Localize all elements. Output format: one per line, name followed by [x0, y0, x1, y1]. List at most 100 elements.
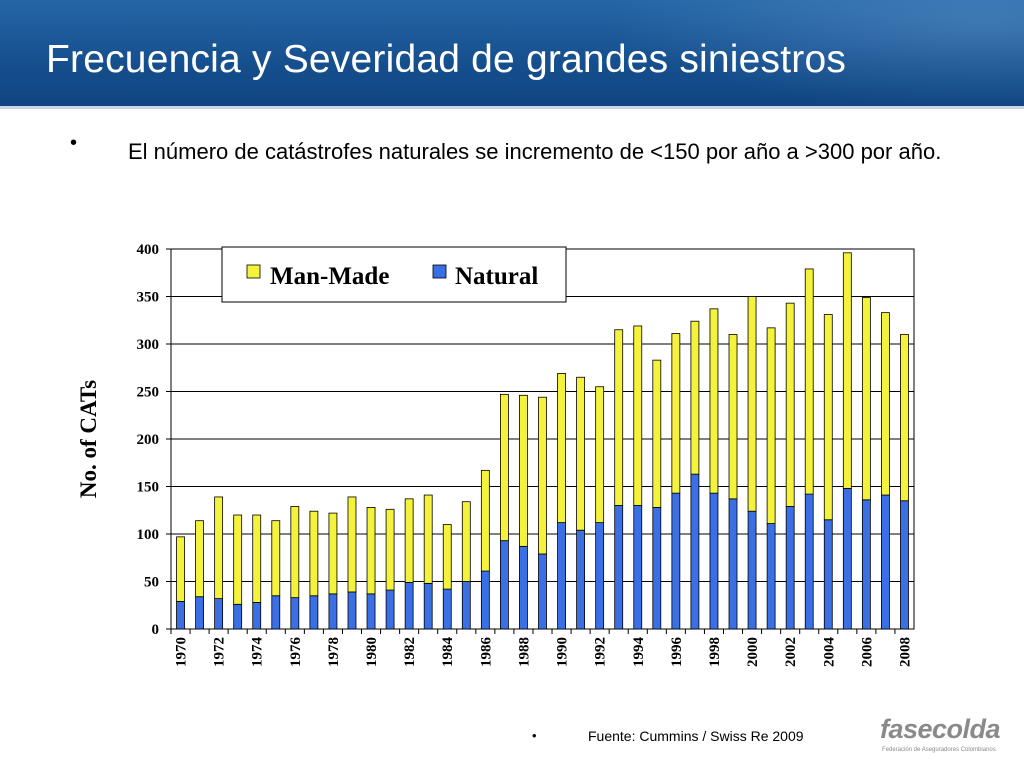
bar-man-made-1996 [671, 333, 681, 494]
bar-man-made-2007 [881, 312, 890, 496]
stacked-bar-chart: 0 50 100 150 200 250 300 350 400 No. of CATs 1970 1… [76, 242, 915, 668]
x-tick-label: 1992 [593, 637, 609, 667]
slide-title: Frecuencia y Severidad de grandes sinies… [46, 38, 847, 81]
bar-man-made-1981 [385, 508, 395, 591]
bar-man-made-1980 [366, 506, 376, 595]
y-tick-label: 0 [152, 622, 160, 638]
logo-subtext: Federación de Aseguradores Colombianos [882, 747, 996, 753]
bar-man-made-2008 [900, 334, 909, 502]
bar-man-made-1975 [271, 520, 281, 597]
bar-man-made-1978 [328, 512, 338, 595]
bar-man-made-2004 [823, 314, 833, 521]
bar-natural-1981 [385, 589, 395, 630]
bar-natural-1984 [442, 588, 452, 630]
bar-man-made-1992 [595, 386, 605, 524]
bar-man-made-1973 [233, 514, 243, 605]
bar-man-made-1988 [519, 394, 528, 547]
bar-man-made-1998 [709, 308, 719, 494]
bar-man-made-2006 [861, 297, 871, 501]
legend-swatch-natural [432, 264, 447, 279]
x-tick-label: 1970 [174, 637, 190, 667]
slide-header: Frecuencia y Severidad de grandes sinies… [0, 0, 1024, 108]
bar-natural-1986 [480, 570, 490, 630]
bar-natural-2002 [785, 506, 795, 630]
bar-man-made-1982 [404, 498, 414, 583]
source-bullet-marker: • [532, 728, 537, 743]
legend-swatch-man-made [246, 264, 261, 279]
bar-natural-1970 [176, 601, 185, 630]
bar-natural-1973 [233, 603, 243, 630]
x-tick-label: 2008 [897, 637, 913, 667]
legend-box [221, 246, 567, 303]
x-tick-label: 2004 [821, 637, 837, 668]
bar-natural-1979 [347, 591, 357, 630]
bar-man-made-1986 [480, 469, 490, 572]
bar-man-made-1985 [461, 501, 471, 582]
bullet-text: El número de catástrofes naturales se in… [128, 139, 942, 164]
y-axis-label: No. of CATs [76, 380, 101, 498]
x-tick-label: 1978 [326, 637, 342, 667]
bar-man-made-2005 [842, 252, 852, 489]
bar-natural-1974 [252, 601, 262, 630]
x-tick-label: 2006 [859, 637, 875, 668]
bar-man-made-1993 [614, 329, 624, 506]
y-tick-label: 400 [137, 242, 160, 258]
bar-man-made-2000 [747, 296, 757, 512]
bar-man-made-1976 [290, 506, 300, 599]
bar-man-made-2002 [785, 302, 795, 507]
bar-natural-1989 [538, 553, 547, 630]
bar-natural-1994 [633, 505, 643, 630]
x-tick-label: 1994 [631, 637, 647, 668]
bar-man-made-1999 [728, 334, 738, 500]
bar-natural-1998 [709, 492, 719, 630]
bar-man-made-1972 [214, 496, 224, 600]
bar-natural-1995 [652, 506, 662, 630]
x-tick-label: 1984 [440, 637, 456, 668]
bar-natural-1993 [614, 505, 624, 630]
x-tick-label: 1986 [478, 637, 494, 668]
bar-natural-1972 [214, 598, 224, 630]
bar-natural-1971 [195, 596, 204, 630]
x-tick-label: 1988 [516, 637, 532, 667]
source-note: Fuente: Cummins / Swiss Re 2009 [588, 728, 804, 744]
x-tick-label: 1974 [250, 637, 266, 668]
bar-natural-1996 [671, 492, 681, 630]
logo-wordmark: fasecolda [880, 714, 1001, 744]
bar-man-made-2001 [766, 327, 776, 524]
bar-natural-2000 [747, 510, 757, 630]
y-tick-label: 100 [137, 527, 160, 543]
bar-natural-1983 [423, 582, 433, 630]
bar-man-made-1977 [309, 510, 319, 597]
bar-natural-1988 [519, 545, 528, 630]
legend-label-natural: Natural [455, 263, 538, 290]
bar-natural-2008 [900, 500, 909, 630]
bar-man-made-1995 [652, 359, 662, 508]
x-tick-label: 1982 [402, 637, 418, 667]
bar-man-made-2003 [804, 268, 814, 495]
bar-natural-1976 [290, 597, 300, 630]
bar-man-made-1984 [442, 524, 452, 590]
y-tick-label: 200 [137, 432, 160, 448]
bar-natural-2004 [823, 519, 833, 630]
bar-natural-2006 [861, 499, 871, 630]
bar-man-made-1990 [557, 373, 566, 523]
x-tick-label: 1976 [288, 637, 304, 668]
fasecolda-logo: fasecolda Federación de Aseguradores Col… [880, 714, 1010, 760]
bar-natural-1992 [595, 522, 605, 630]
y-tick-label: 350 [137, 290, 160, 306]
bar-man-made-1989 [538, 396, 547, 555]
bar-natural-1991 [576, 529, 586, 630]
bar-man-made-1987 [499, 393, 509, 542]
bar-man-made-1970 [176, 536, 185, 602]
x-tick-label: 2000 [745, 637, 761, 667]
bullet-marker: • [70, 132, 78, 154]
y-tick-label: 300 [137, 337, 160, 353]
bar-natural-1975 [271, 595, 281, 630]
bar-man-made-1974 [252, 514, 262, 603]
bar-natural-1997 [690, 473, 700, 630]
header-shine [604, 0, 1024, 108]
y-tick-label: 50 [144, 575, 159, 591]
x-tick-label: 1980 [364, 637, 380, 667]
bar-natural-2007 [881, 494, 890, 630]
x-tick-label: 1998 [707, 637, 723, 667]
